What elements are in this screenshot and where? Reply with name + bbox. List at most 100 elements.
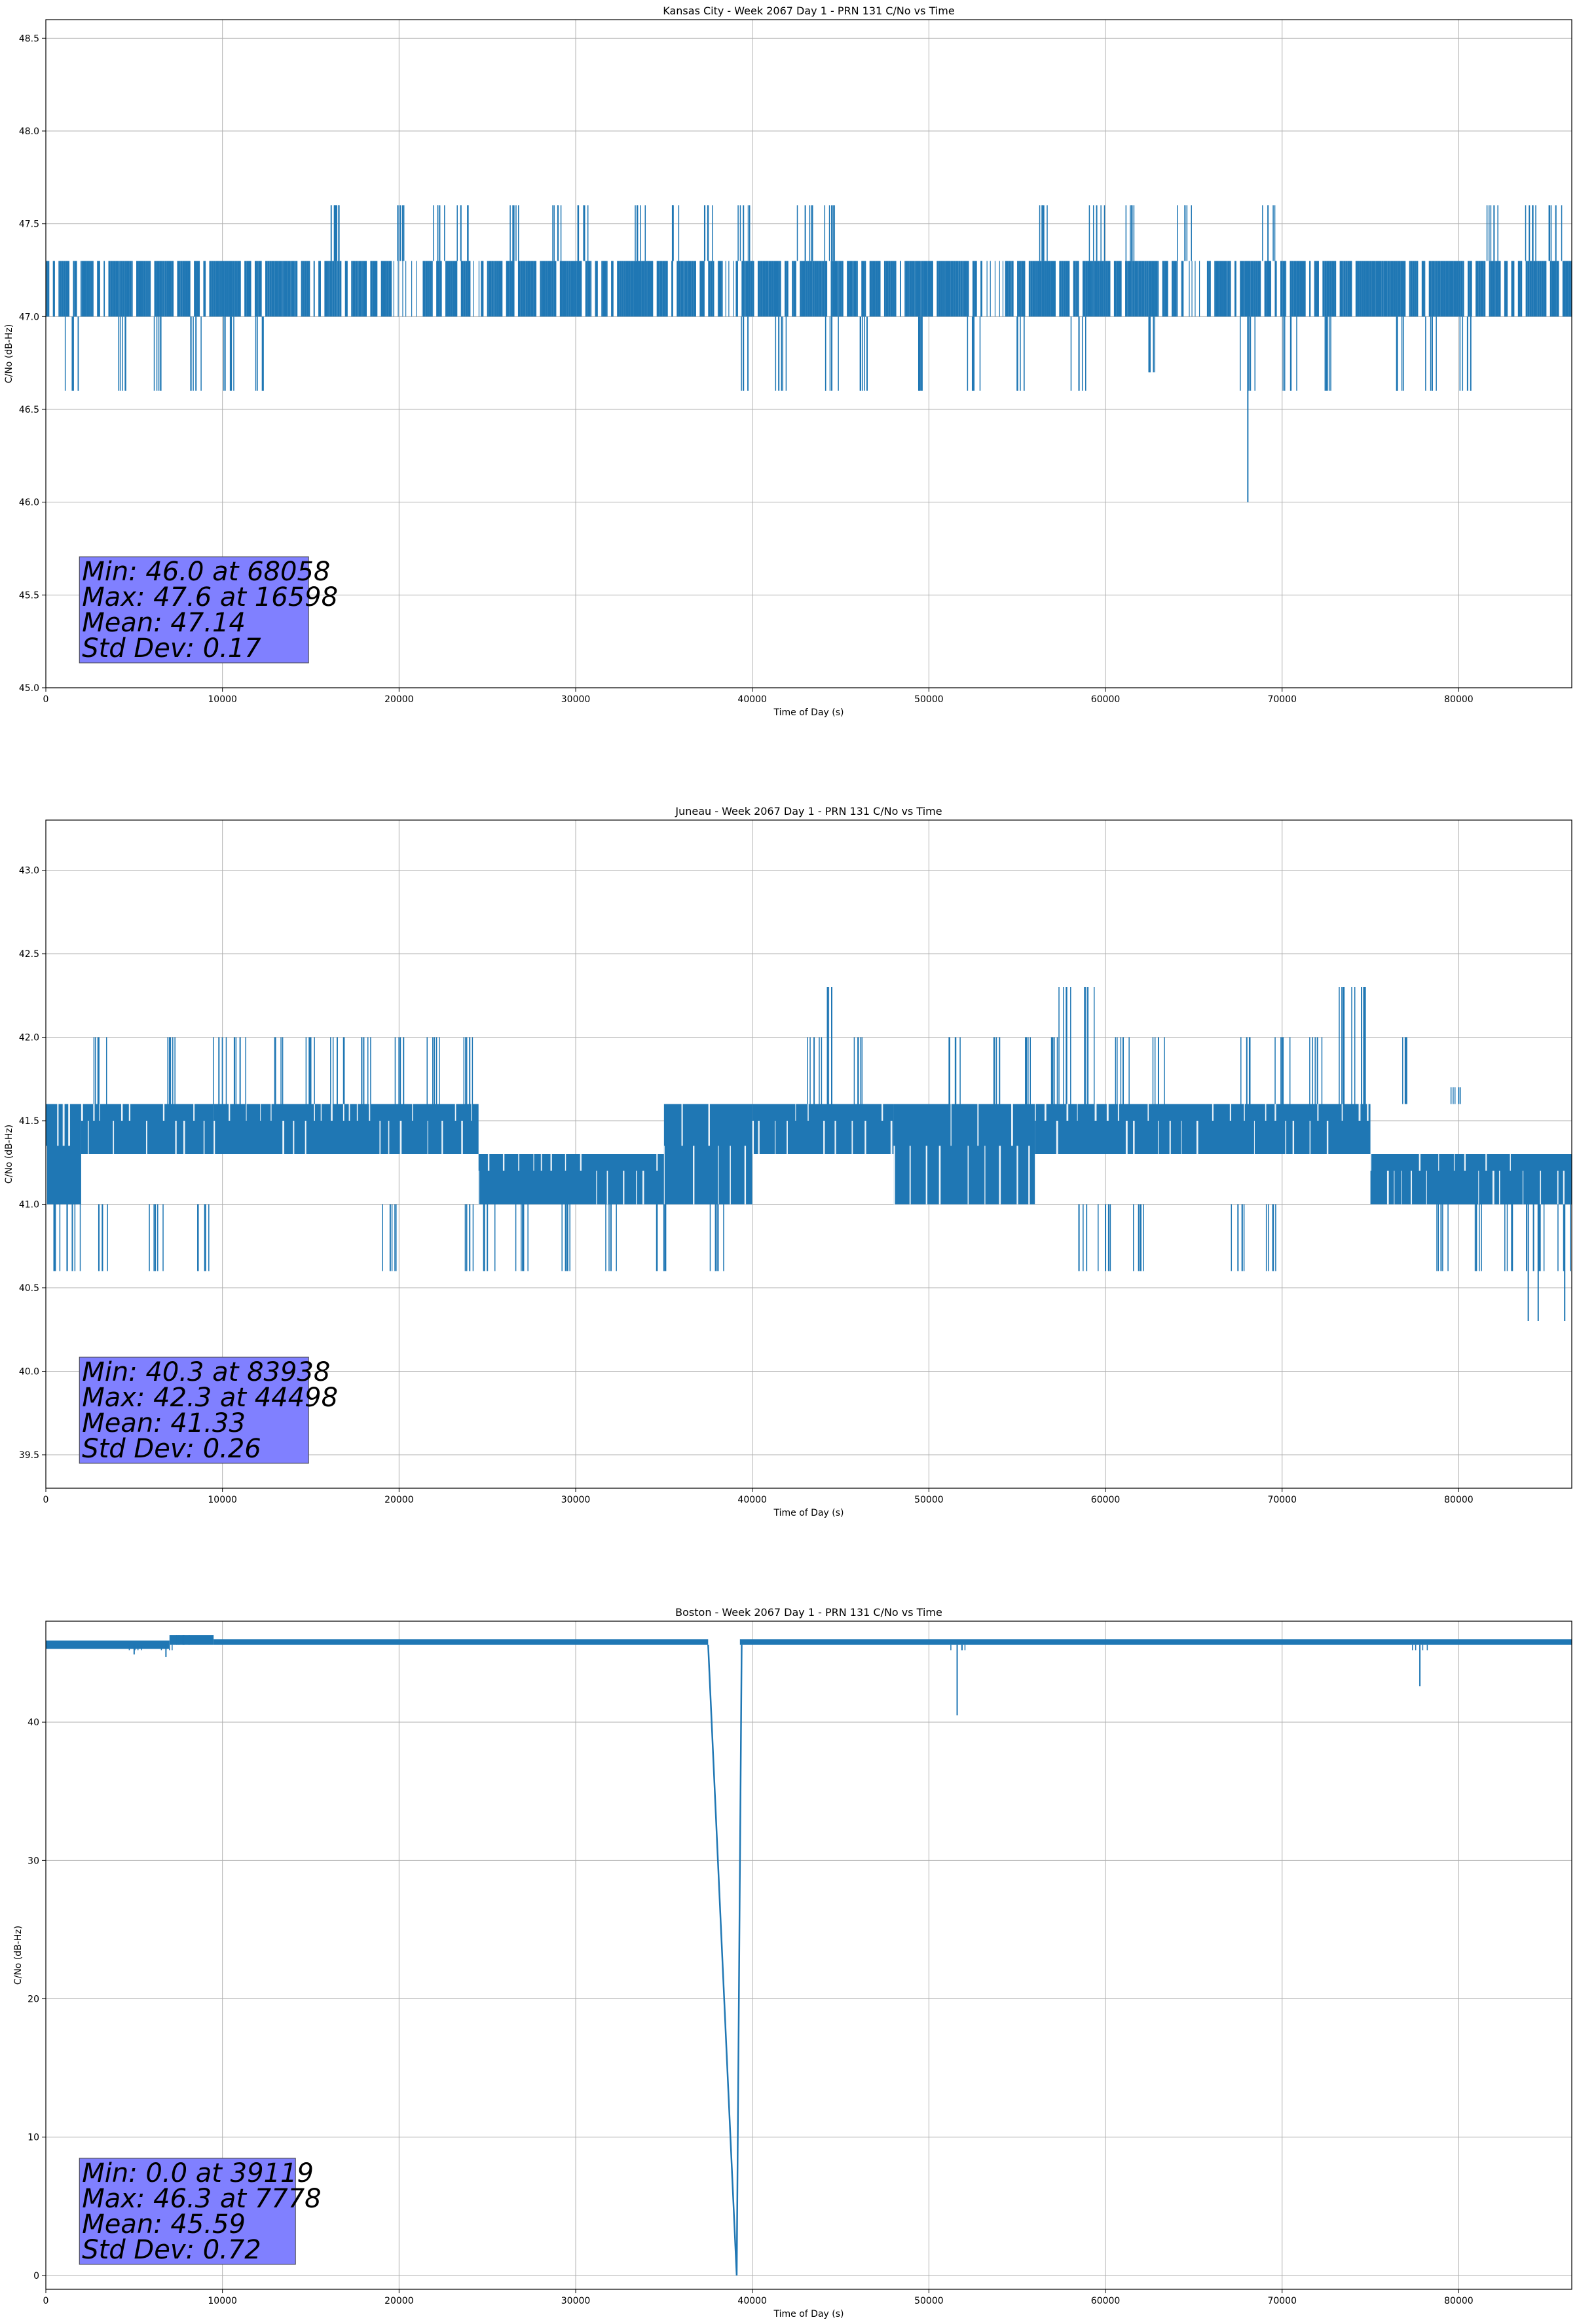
band-gap xyxy=(270,1104,272,1121)
band-mark xyxy=(650,261,654,317)
band-mark xyxy=(893,261,895,317)
axes-frame xyxy=(45,819,1572,1489)
band-mark xyxy=(812,261,815,317)
stats-line: Mean: 47.14 xyxy=(82,608,246,638)
band-mark xyxy=(1565,261,1568,317)
band-mark xyxy=(124,261,126,317)
band-mark xyxy=(269,261,272,317)
band-mark xyxy=(254,261,257,317)
band-mark xyxy=(830,261,832,317)
band-mark xyxy=(687,261,689,317)
band-mark xyxy=(282,261,284,317)
band-gap xyxy=(1317,1104,1319,1121)
band-mark xyxy=(662,261,665,317)
band-mark xyxy=(864,261,866,317)
band-mark xyxy=(294,261,296,317)
band-gap xyxy=(1464,1154,1466,1171)
band-mark xyxy=(81,261,83,317)
band-mark xyxy=(1355,261,1358,317)
band-mark xyxy=(671,261,673,317)
band-mark xyxy=(1531,261,1534,317)
band-mark xyxy=(92,261,94,317)
band-mark xyxy=(213,1639,709,1645)
x-tick-label: 20000 xyxy=(384,694,414,705)
band-mark xyxy=(513,261,515,317)
band-mark xyxy=(1017,261,1018,317)
band-mark xyxy=(1393,261,1396,317)
band-mark xyxy=(1267,261,1271,317)
band-mark xyxy=(1358,261,1360,317)
band-gap xyxy=(967,1146,969,1205)
band-mark xyxy=(1384,261,1388,317)
band-mark xyxy=(611,261,614,317)
band-mark xyxy=(1533,261,1536,317)
band-mark xyxy=(1028,261,1031,317)
band-gap xyxy=(744,1146,747,1205)
band-mark xyxy=(878,261,881,317)
band-mark xyxy=(680,261,684,317)
band-gap xyxy=(1453,1154,1455,1171)
band-gap xyxy=(1285,1121,1287,1154)
band-mark xyxy=(765,261,769,317)
band-gap xyxy=(356,1104,358,1121)
band-mark xyxy=(1073,261,1076,317)
band-mark xyxy=(849,261,853,317)
band-mark xyxy=(1105,261,1107,317)
band-gap xyxy=(1196,1121,1198,1154)
band-mark xyxy=(1331,261,1335,317)
band-gap xyxy=(441,1121,443,1154)
band-mark xyxy=(963,261,967,317)
band-mark xyxy=(1506,261,1508,317)
band-mark xyxy=(227,261,229,317)
y-tick-label: 10 xyxy=(28,2133,39,2143)
band-mark xyxy=(1293,261,1297,317)
band-mark xyxy=(1227,261,1230,317)
band-mark xyxy=(1138,261,1141,317)
band-mark xyxy=(1085,261,1088,317)
band-gap xyxy=(1169,1121,1171,1154)
x-axis-label: Time of Day (s) xyxy=(773,707,844,718)
band-gap xyxy=(113,1121,115,1154)
band-mark xyxy=(509,261,511,317)
band-mark xyxy=(122,261,125,317)
band-gap xyxy=(864,1121,866,1154)
band-mark xyxy=(1369,261,1372,317)
y-tick-label: 46.0 xyxy=(19,498,39,508)
band-mark xyxy=(606,261,608,317)
band-mark xyxy=(339,261,342,317)
band-gap xyxy=(623,1171,625,1205)
x-tick-label: 40000 xyxy=(737,694,767,705)
band-mark xyxy=(805,261,808,317)
band-mark xyxy=(318,261,321,317)
band-mark xyxy=(372,261,375,317)
band-mark xyxy=(306,261,309,317)
band-mark xyxy=(1431,261,1433,317)
band-mark xyxy=(636,261,639,317)
band-mark xyxy=(1362,261,1364,317)
band-mark xyxy=(327,261,329,317)
band-mark xyxy=(1030,261,1033,317)
band-gap xyxy=(1125,1121,1128,1154)
band-mark xyxy=(824,261,828,317)
band-mark xyxy=(1387,261,1390,317)
band-gap xyxy=(399,1121,402,1154)
band-mark xyxy=(162,261,164,317)
band-mark xyxy=(1250,261,1253,317)
band-gap xyxy=(1044,1104,1047,1121)
band-mark xyxy=(370,261,373,317)
band-mark xyxy=(1520,261,1523,317)
band-mark xyxy=(717,261,719,317)
x-tick-label: 80000 xyxy=(1444,694,1474,705)
band-gap xyxy=(977,1104,979,1146)
band-mark xyxy=(617,261,620,317)
band-mark xyxy=(721,261,723,317)
band-mark xyxy=(1243,261,1245,317)
band-mark xyxy=(232,261,235,317)
band-gap xyxy=(580,1154,582,1171)
band-mark xyxy=(1342,261,1344,317)
band-gap xyxy=(87,1121,89,1154)
band-mark xyxy=(212,261,214,317)
band-mark xyxy=(530,261,534,317)
band-mark xyxy=(1125,261,1128,317)
band-mark xyxy=(553,261,557,317)
